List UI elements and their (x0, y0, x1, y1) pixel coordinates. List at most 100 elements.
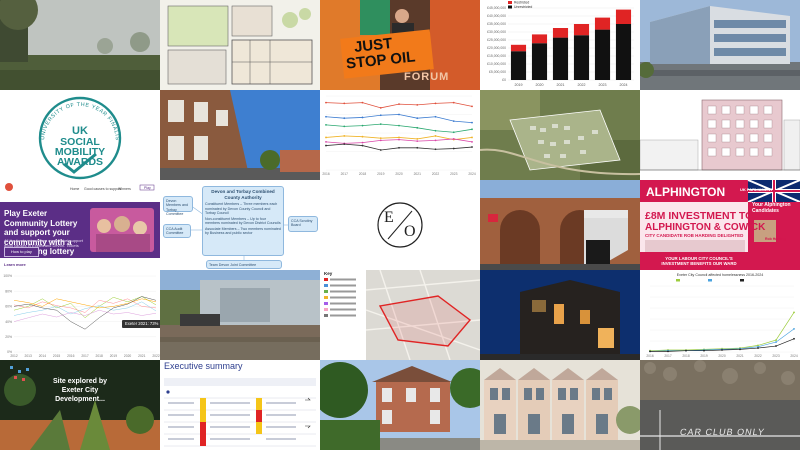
x-tick-label: 2022 (578, 83, 586, 87)
tile-boundary-map[interactable]: Key (320, 270, 480, 360)
data-point (416, 140, 419, 143)
data-point (416, 117, 419, 120)
tile-floor-plan[interactable] (160, 0, 320, 90)
data-point (325, 140, 327, 143)
bar-restricted (510, 44, 527, 52)
tile-victorian-villa[interactable] (320, 360, 480, 450)
bar-unrestricted (594, 29, 611, 81)
car-club-road-marking: CAR CLUB ONLY (679, 427, 766, 437)
data-point (452, 147, 455, 150)
data-point (452, 120, 455, 123)
x-tick-label: 2019 (700, 354, 708, 358)
victorian-villa-image (320, 360, 480, 450)
tile-line-chart-tooltip[interactable]: 100% 80% 60% 40% 20% 0% 2012 2013 2014 2015 2016 20… (0, 270, 160, 360)
tile-garden-site[interactable]: Site explored by Exeter City Development… (0, 360, 160, 450)
executive-summary-table (160, 360, 320, 450)
garden-caption-line-2: Exeter City (61, 387, 99, 394)
data-point (471, 146, 473, 148)
bar-unrestricted (510, 51, 527, 80)
data-point (434, 139, 437, 142)
data-point (434, 135, 437, 137)
bar-restricted (594, 17, 611, 30)
tile-elevation-drawing[interactable] (640, 90, 800, 180)
legend-swatch (676, 279, 680, 282)
data-point (471, 121, 473, 124)
data-point (793, 328, 795, 330)
tile-night-building[interactable] (480, 270, 640, 360)
tile-multi-line-chart[interactable]: 2016 2017 2018 2019 2020 2021 2022 2023 2024 (320, 90, 480, 180)
data-point (471, 136, 473, 139)
tile-lottery-page[interactable]: Home Good causes to support Winners Play… (0, 180, 160, 270)
y-tick-label: 0% (7, 350, 12, 354)
y-tick-label: £10,000,000 (487, 62, 506, 66)
series-line (13, 301, 157, 316)
data-point (452, 101, 455, 104)
boundary-map-image (320, 270, 480, 360)
leaflet-place-line: ALPHINGTON & COWICK (645, 222, 766, 233)
data-point (416, 126, 419, 129)
flow-box-team-devon: Team Devon Joint Committee (206, 260, 282, 269)
tile-terraced-houses[interactable] (160, 90, 320, 180)
tile-governance-flowchart[interactable]: Devon Members and Torbay Committee CCA A… (160, 180, 320, 270)
terraced-houses-image (160, 90, 320, 180)
bar-unrestricted (552, 37, 569, 80)
leaflet-background (640, 180, 800, 270)
data-point (667, 350, 669, 353)
lottery-how-to-play-button[interactable]: How to play (4, 247, 39, 257)
data-point (398, 124, 400, 127)
tile-aerial-map[interactable] (480, 90, 640, 180)
tile-townhouses-render[interactable] (480, 360, 640, 450)
x-tick-label: 2022 (432, 172, 440, 176)
data-point (721, 349, 723, 351)
awards-line-mobility: MOBILITY (54, 146, 106, 158)
chart-tooltip: Exeter 2021: 73% (122, 320, 160, 329)
flow-box-combined-authority: Devon and Torbay Combined County Authori… (202, 186, 284, 256)
lottery-learn-more-link[interactable]: Learn more (4, 262, 26, 267)
data-point (325, 115, 327, 118)
tile-car-club-bay[interactable]: CAR CLUB ONLY (640, 360, 800, 450)
tile-social-mobility-awards[interactable]: UNIVERSITY OF THE YEAR FINALIST UK SOCIA… (0, 90, 160, 180)
awards-logo-ring: UNIVERSITY OF THE YEAR FINALIST (0, 90, 122, 180)
x-tick-label: 2021 (736, 354, 744, 358)
data-point (703, 349, 705, 352)
bar-unrestricted (531, 43, 548, 80)
x-tick-label: 2020 (536, 83, 544, 87)
lottery-nav-winners[interactable]: Winners (118, 187, 131, 191)
data-point (775, 339, 777, 342)
tile-alphington-leaflet[interactable]: ALPHINGTON UK PARLIAMENT £8M INVESTMENT … (640, 180, 800, 270)
executive-summary-title: Executive summary (164, 361, 243, 371)
lottery-nav-home[interactable]: Home (70, 187, 80, 191)
leaflet-sub-line: CITY CANDIDATE ROB HARDING DELIGHTED (645, 233, 744, 238)
data-point (343, 135, 346, 137)
x-tick-label: 2023 (450, 172, 458, 176)
y-tick-label: £0 (502, 78, 506, 82)
data-point (361, 135, 364, 138)
x-tick-label: 2016 (322, 172, 330, 176)
tile-office-building[interactable] (640, 0, 800, 90)
bar-restricted (531, 34, 548, 44)
tile-eo-logo[interactable]: E O (320, 180, 480, 270)
leaflet-top-tag: UK PARLIAMENT (740, 187, 773, 192)
lottery-nav-play[interactable]: Play (144, 186, 151, 190)
awards-line-uk: UK (72, 125, 88, 137)
x-tick-label: 2020 (124, 354, 132, 358)
data-point (757, 345, 759, 348)
tile-homelessness-chart[interactable]: Exeter City Council affected homelessnes… (640, 270, 800, 360)
flow-box-devon-members: Devon Members and Torbay Committee (163, 196, 193, 216)
x-tick-label: 2016 (67, 354, 75, 358)
lottery-nav-good-causes[interactable]: Good causes to support (84, 187, 122, 191)
leaflet-amount-line: £8M INVESTMENT TO (645, 210, 754, 222)
tile-stacked-bar-chart[interactable]: £0 £5,000,000 £10,000,000 £15,000,000 £20,00… (480, 0, 640, 90)
tile-railway-station[interactable] (480, 180, 640, 270)
bar-unrestricted (573, 35, 590, 80)
riverside-quay-image (160, 270, 320, 360)
tile-misty-field[interactable] (0, 0, 160, 90)
data-point (416, 138, 419, 140)
data-point (434, 148, 437, 151)
tile-riverside-quay[interactable] (160, 270, 320, 360)
flow-center-body-1: Constituent Members – Three members each… (205, 202, 278, 216)
x-tick-label: 2020 (718, 354, 726, 358)
tile-protest[interactable]: JUST STOP OIL FORUM (320, 0, 480, 90)
tile-executive-summary[interactable]: Executive summary (160, 360, 320, 450)
homelessness-line-chart: Exeter City Council affected homelessnes… (646, 273, 798, 358)
